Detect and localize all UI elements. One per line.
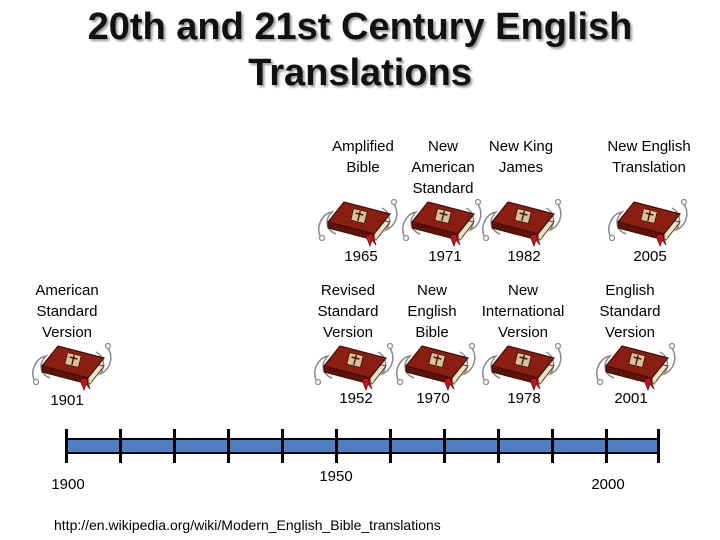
year-label: 1965 [344, 248, 378, 265]
bible-book-icon [317, 198, 398, 247]
translation-label-english-standard-version: English Standard Version [585, 280, 675, 343]
translation-label-new-american-standard: New American Standard [398, 136, 488, 199]
translation-label-new-english-translation: New English Translation [594, 136, 704, 178]
label-line: Version [41, 324, 93, 341]
label-line: James [498, 159, 544, 176]
timeline-tick [227, 429, 230, 463]
label-line: English [407, 303, 457, 320]
label-line: Translation [612, 159, 686, 176]
translation-label-new-international-version: New International Version [468, 280, 578, 343]
label-line: American [411, 159, 475, 176]
timeline-bar [66, 438, 660, 454]
timeline-end-label: 2000 [591, 476, 625, 493]
translation-label-new-king-james: New King James [476, 136, 566, 178]
bible-book-icon [607, 198, 688, 247]
year-label: 1971 [428, 248, 462, 265]
bible-book-icon [313, 342, 394, 391]
label-line: New [507, 282, 538, 299]
year-label: 2005 [633, 248, 667, 265]
timeline-tick [335, 429, 338, 463]
timeline-mid-label: 1950 [319, 468, 353, 485]
translation-label-revised-standard-version: Revised Standard Version [303, 280, 393, 343]
title-line-2: Translations [248, 52, 472, 94]
bible-book-icon [395, 342, 476, 391]
year-label: 1982 [507, 248, 541, 265]
label-line: Standard [412, 180, 474, 197]
bible-book-icon [31, 342, 112, 391]
title-line-1: 20th and 21st Century English [87, 6, 633, 48]
bible-book-icon [401, 198, 482, 247]
year-label: 1901 [50, 392, 84, 409]
label-line: New [416, 282, 447, 299]
translation-label-amplified-bible: Amplified Bible [318, 136, 408, 178]
timeline-tick [497, 429, 500, 463]
timeline-tick [551, 429, 554, 463]
translation-label-american-standard-version: American Standard Version [22, 280, 112, 343]
label-line: Bible [415, 324, 449, 341]
label-line: Version [322, 324, 374, 341]
label-line: Version [604, 324, 656, 341]
bible-book-icon [595, 342, 676, 391]
label-line: Standard [599, 303, 661, 320]
timeline-tick [173, 429, 176, 463]
label-line: Version [497, 324, 549, 341]
label-line: New English [607, 138, 691, 155]
label-line: International [481, 303, 565, 320]
label-line: English [605, 282, 655, 299]
timeline-tick [119, 429, 122, 463]
timeline-tick [281, 429, 284, 463]
label-line: Standard [317, 303, 379, 320]
timeline-tick [657, 429, 660, 463]
timeline-tick [389, 429, 392, 463]
label-line: Revised [320, 282, 376, 299]
bible-book-icon [481, 198, 562, 247]
source-link[interactable]: http://en.wikipedia.org/wiki/Modern_Engl… [54, 517, 441, 533]
timeline-start-label: 1900 [51, 476, 85, 493]
timeline-tick [605, 429, 608, 463]
label-line: Bible [346, 159, 380, 176]
label-line: Standard [36, 303, 98, 320]
label-line: American [35, 282, 99, 299]
timeline-tick [443, 429, 446, 463]
year-label: 1970 [416, 390, 450, 407]
translation-label-new-english-bible: New English Bible [387, 280, 477, 343]
label-line: Amplified [332, 138, 394, 155]
label-line: New [427, 138, 458, 155]
year-label: 2001 [614, 390, 648, 407]
bible-book-icon [481, 342, 562, 391]
page-title: 20th and 21st Century English Translatio… [0, 4, 720, 96]
timeline-tick [65, 429, 68, 463]
label-line: New King [488, 138, 554, 155]
year-label: 1952 [339, 390, 373, 407]
year-label: 1978 [507, 390, 541, 407]
